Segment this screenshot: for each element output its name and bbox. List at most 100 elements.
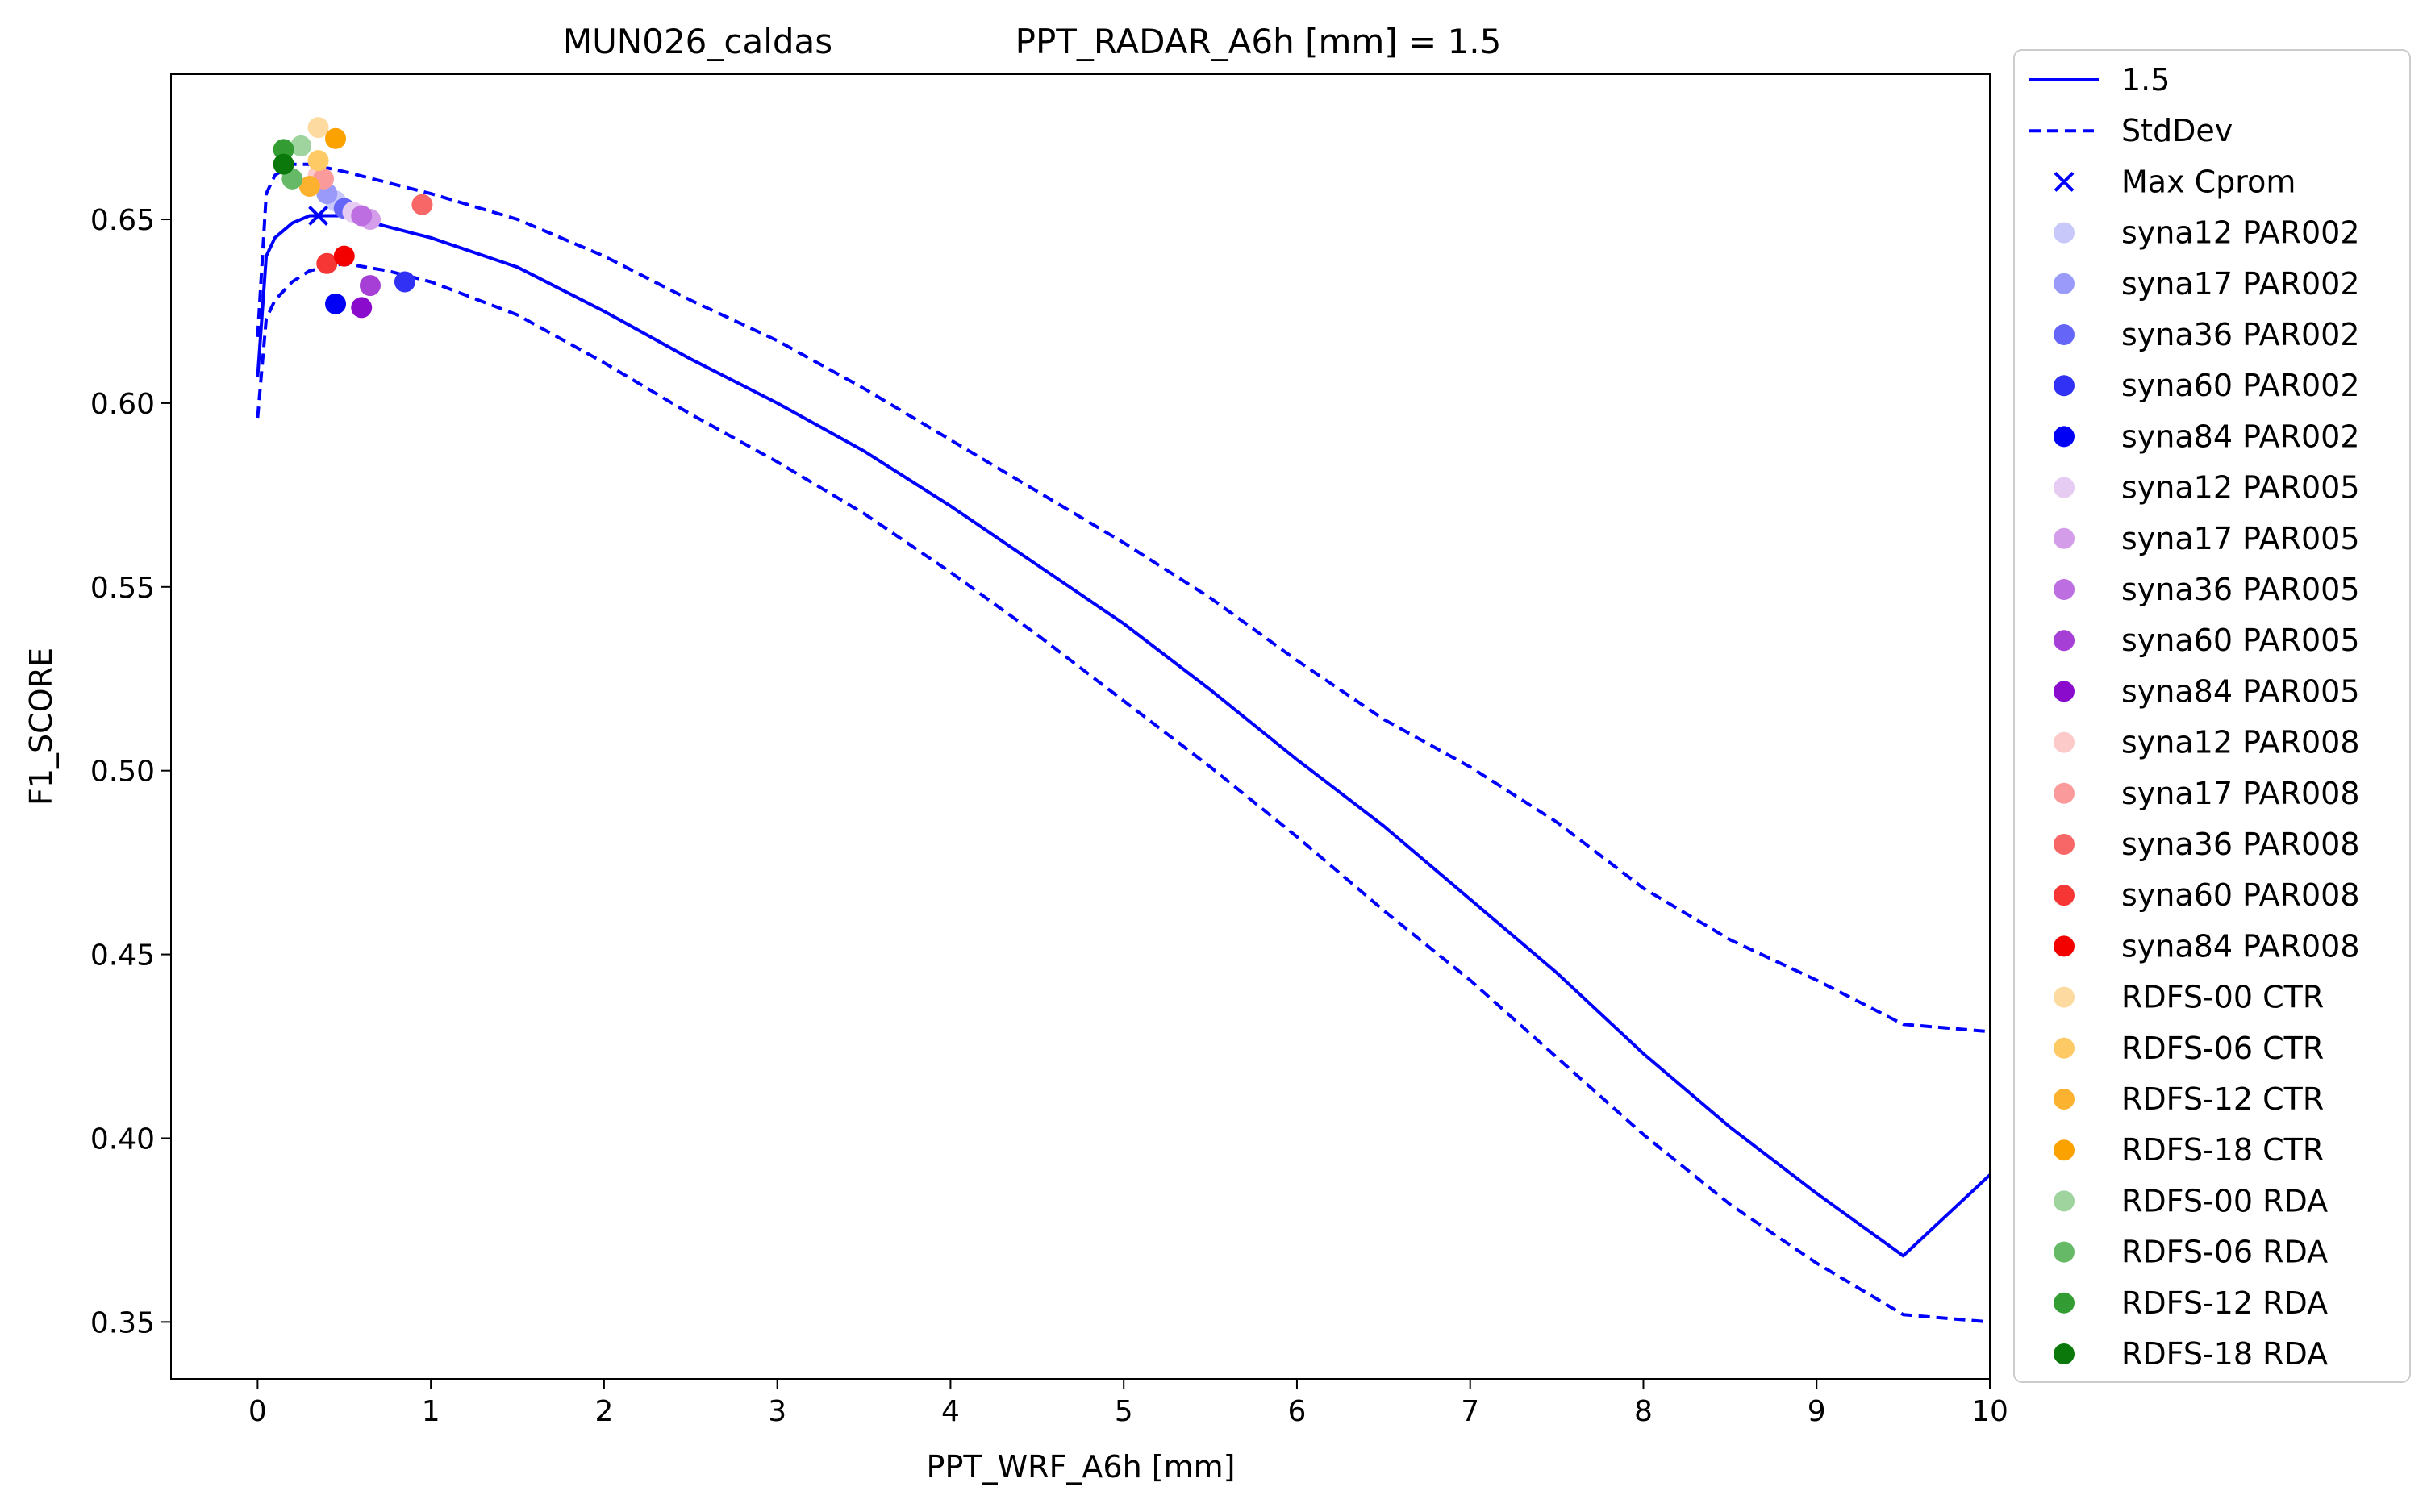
legend-dot-swatch xyxy=(2054,885,2075,906)
legend-dot-swatch xyxy=(2054,1292,2075,1314)
legend-label: RDFS-18 RDA xyxy=(2121,1336,2328,1372)
x-tick-label: 0 xyxy=(248,1395,267,1428)
legend-label: Max Cprom xyxy=(2121,164,2296,199)
max-cprom-marker xyxy=(308,206,328,226)
legend-entry: syna84 PAR002 xyxy=(2054,419,2360,454)
legend-label: syna12 PAR005 xyxy=(2121,470,2360,506)
y-axis-label: F1_SCORE xyxy=(23,648,59,806)
chart-title-threshold: PPT_RADAR_A6h [mm] = 1.5 xyxy=(1015,22,1502,61)
legend-dot-swatch xyxy=(2054,935,2075,957)
legend-label: syna60 PAR008 xyxy=(2121,877,2360,913)
scatter-point xyxy=(325,127,347,149)
x-tick-label: 5 xyxy=(1115,1395,1133,1428)
legend-entry: syna60 PAR008 xyxy=(2054,877,2360,913)
legend-x-swatch xyxy=(2054,171,2075,192)
legend-entry: 1.5 xyxy=(2029,62,2170,98)
legend-dot-swatch xyxy=(2054,834,2075,855)
legend-entry: syna36 PAR005 xyxy=(2054,572,2360,607)
legend-dot-swatch xyxy=(2054,731,2075,753)
scatter-point xyxy=(316,252,338,274)
legend-label: syna84 PAR002 xyxy=(2121,419,2360,454)
scatter-point xyxy=(333,245,355,267)
legend-label: RDFS-06 CTR xyxy=(2121,1031,2324,1066)
legend-label: syna84 PAR008 xyxy=(2121,928,2360,964)
scatter-point xyxy=(307,150,329,172)
x-tick-label: 3 xyxy=(768,1395,786,1428)
legend-label: syna12 PAR002 xyxy=(2121,215,2360,251)
scatter-point xyxy=(325,293,347,314)
legend-dot-swatch xyxy=(2054,1241,2075,1263)
x-tick-label: 7 xyxy=(1461,1395,1479,1428)
scatter-point xyxy=(359,275,381,297)
legend-entry: RDFS-06 RDA xyxy=(2054,1235,2328,1270)
legend-items: 1.5 StdDev Max Cprom syna12 PAR002 syna17 PA… xyxy=(2029,62,2360,1372)
mean-line xyxy=(256,214,1990,1258)
legend-label: syna36 PAR002 xyxy=(2121,317,2360,352)
legend-entry: syna12 PAR008 xyxy=(2054,725,2360,760)
legend-entry: syna17 PAR005 xyxy=(2054,521,2360,556)
legend-dot-swatch xyxy=(2054,579,2075,600)
legend-entry: RDFS-18 RDA xyxy=(2054,1336,2328,1372)
x-tick-label: 1 xyxy=(422,1395,440,1428)
scatter-point xyxy=(290,135,312,156)
legend-entry: RDFS-18 CTR xyxy=(2054,1132,2324,1168)
legend-entry: syna12 PAR005 xyxy=(2054,470,2360,506)
scatter-point xyxy=(307,117,329,139)
legend-label: syna60 PAR002 xyxy=(2121,368,2360,403)
x-tick-label: 6 xyxy=(1287,1395,1306,1428)
chart-title: MUN026_caldas PPT_RADAR_A6h [mm] = 1.5 xyxy=(563,22,1502,61)
chart-title-station: MUN026_caldas xyxy=(563,22,832,61)
legend-dot-swatch xyxy=(2054,1089,2075,1110)
legend-entry: Max Cprom xyxy=(2054,164,2296,199)
legend-label: RDFS-18 CTR xyxy=(2121,1132,2324,1168)
legend-label: syna36 PAR005 xyxy=(2121,572,2360,607)
legend-dot-swatch xyxy=(2054,426,2075,448)
legend-dot-swatch xyxy=(2054,681,2075,702)
legend-dot-swatch xyxy=(2054,1037,2075,1059)
legend-label: syna17 PAR002 xyxy=(2121,266,2360,302)
scatter-point xyxy=(394,271,415,293)
legend-label: syna36 PAR008 xyxy=(2121,827,2360,862)
legend-dot-swatch xyxy=(2054,324,2075,345)
x-tick-label: 10 xyxy=(1971,1395,2008,1428)
y-tick-label: 0.65 xyxy=(90,204,155,237)
legend-dot-swatch xyxy=(2054,273,2075,294)
y-tick-label: 0.40 xyxy=(90,1123,155,1156)
legend-label: syna84 PAR005 xyxy=(2121,673,2360,709)
legend-entry: RDFS-00 CTR xyxy=(2054,980,2324,1015)
scatter-point xyxy=(273,139,294,160)
legend-entry: RDFS-12 RDA xyxy=(2054,1285,2328,1321)
plot-area-frame xyxy=(170,73,1991,1380)
y-tick-label: 0.55 xyxy=(90,572,155,605)
legend-box xyxy=(2013,49,2411,1383)
legend-label: RDFS-06 RDA xyxy=(2121,1235,2328,1270)
line-series xyxy=(256,162,1990,1324)
legend-entry: syna17 PAR008 xyxy=(2054,776,2360,811)
legend-entry: RDFS-00 RDA xyxy=(2054,1183,2328,1218)
legend-dot-swatch xyxy=(2054,630,2075,652)
y-tick-label: 0.35 xyxy=(90,1306,155,1339)
legend-label: StdDev xyxy=(2121,113,2233,148)
scatter-point xyxy=(298,176,320,198)
y-tick-label: 0.50 xyxy=(90,756,155,789)
legend-entry: syna36 PAR008 xyxy=(2054,827,2360,862)
legend-dot-swatch xyxy=(2054,1139,2075,1161)
legend-label: syna60 PAR005 xyxy=(2121,623,2360,658)
legend-dot-swatch xyxy=(2054,477,2075,498)
y-tick-label: 0.60 xyxy=(90,388,155,421)
legend-entry: syna60 PAR005 xyxy=(2054,623,2360,658)
legend-label: syna17 PAR005 xyxy=(2121,521,2360,556)
x-tick-label: 8 xyxy=(1634,1395,1653,1428)
legend-dot-swatch xyxy=(2054,986,2075,1008)
legend-label: RDFS-00 CTR xyxy=(2121,980,2324,1015)
scatter-point xyxy=(411,194,433,215)
legend-entry: RDFS-06 CTR xyxy=(2054,1031,2324,1066)
axis-ticks: 0 1 2 3 4 5 6 7 8 9 10 0.35 0.40 0.45 0.50 0.55 0.60 0.65 xyxy=(90,204,2008,1428)
legend-label: RDFS-00 RDA xyxy=(2121,1183,2328,1218)
legend-entry: syna17 PAR002 xyxy=(2054,266,2360,302)
scatter-point xyxy=(273,153,294,175)
y-tick-label: 0.45 xyxy=(90,939,155,973)
legend-entry: RDFS-12 CTR xyxy=(2054,1081,2324,1117)
